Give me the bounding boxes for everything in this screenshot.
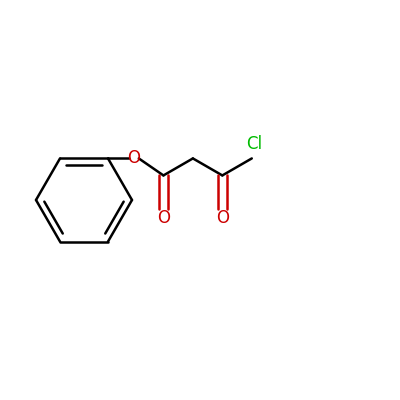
Text: O: O: [216, 209, 229, 227]
Text: Cl: Cl: [246, 136, 262, 154]
Text: O: O: [157, 209, 170, 227]
Text: O: O: [128, 150, 140, 168]
